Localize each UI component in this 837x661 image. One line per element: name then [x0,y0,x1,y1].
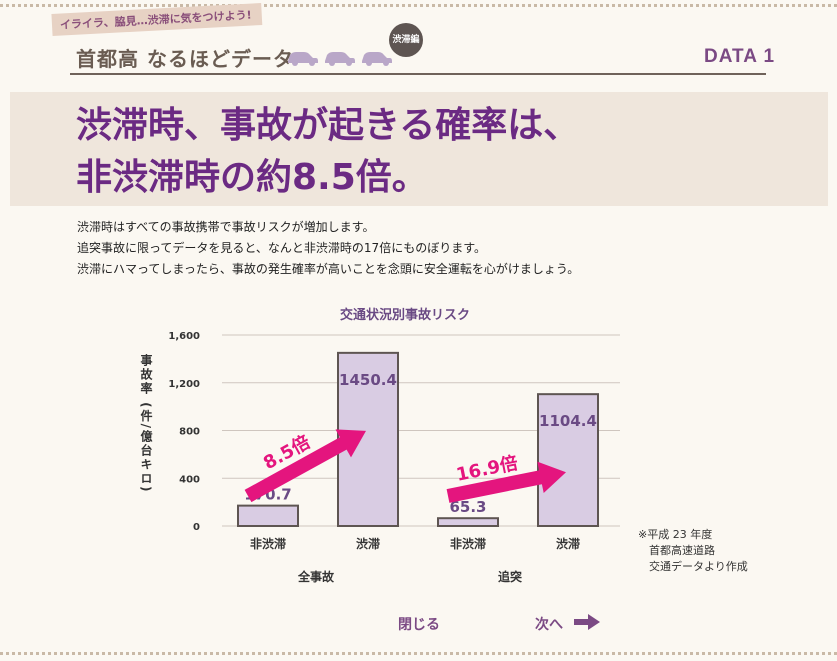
body-line-2: 追突事故に限ってデータを見ると、なんと非渋滞時の17倍にものぼります。 [77,241,486,255]
category-label: 渋滞 [556,536,580,551]
header-divider [70,73,766,75]
body-line-1: 渋滞時はすべての事故携帯で事故リスクが増加します。 [77,220,375,234]
headline: 渋滞時、事故が起きる確率は、 非渋滞時の約8.5倍。 [76,100,579,204]
chart-y-axis-label: 事故率 (件/億台キロ) [139,354,153,494]
next-arrow-icon[interactable] [574,612,602,632]
headline-line-1: 渋滞時、事故が起きる確率は、 [76,105,580,146]
category-label: 渋滞 [356,536,380,551]
category-label: 非渋滞 [450,536,486,551]
group-label-rear-end: 追突 [498,570,523,584]
body-text: 渋滞時はすべての事故携帯で事故リスクが増加します。 追突事故に限ってデータを見る… [77,217,579,280]
cars-illustration [288,52,392,66]
headline-band [10,92,828,206]
bottom-dotted-border [0,652,837,655]
y-tick-label: 1,600 [168,331,200,342]
close-button[interactable]: 閉じる [398,617,440,633]
bar-value-label: 1450.4 [339,371,397,389]
source-note: ※平成 23 年度 首都高速道路 交通データより作成 [638,528,748,573]
group-label-all-accidents: 全事故 [298,570,335,584]
ratio-arrow [446,461,566,503]
next-button[interactable]: 次へ [535,617,563,633]
y-tick-label: 1,200 [168,379,200,390]
headline-line-2: 非渋滞時の約8.5倍。 [76,157,428,198]
y-tick-label: 0 [193,522,200,533]
body-line-3: 渋滞にハマってしまったら、事故の発生確率が高いことを念頭に安全運転を心がけましょ… [77,262,580,276]
bar [537,393,599,528]
data-number: DATA 1 [704,46,776,67]
y-tick-label: 400 [179,474,200,485]
bar [437,517,499,528]
category-badge: 渋滞編 [389,23,423,57]
top-dotted-border [0,4,837,7]
bar-value-label: 65.3 [449,498,486,516]
bar [237,504,299,527]
series-title: 首都高 なるほどデータ [76,47,294,71]
y-tick-label: 800 [179,427,200,438]
category-label: 非渋滞 [250,536,286,551]
ratio-arrow [244,429,366,503]
chart-title: 交通状況別事故リスク [340,308,471,323]
bar-value-label: 1104.4 [539,412,597,430]
